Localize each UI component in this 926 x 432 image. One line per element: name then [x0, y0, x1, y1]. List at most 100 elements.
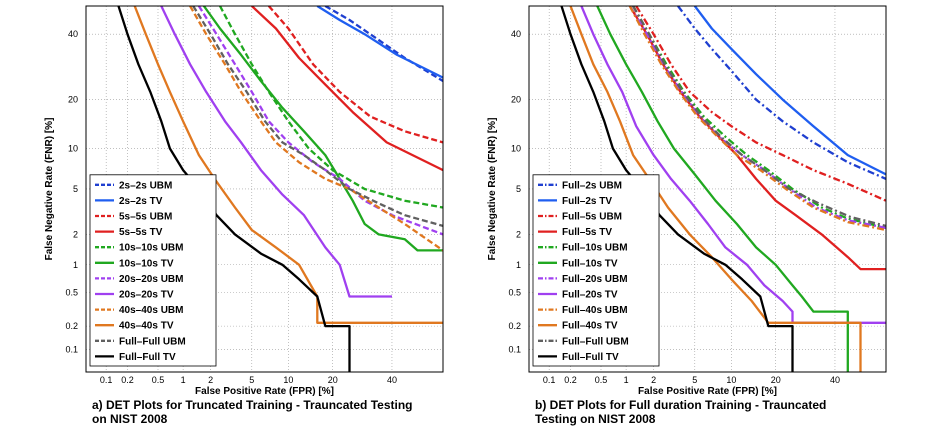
x-tick-label: 0.2	[121, 375, 134, 385]
series-line	[251, 6, 443, 172]
series-line	[192, 6, 443, 228]
legend-box	[89, 174, 217, 367]
series-line	[596, 6, 849, 372]
series-line	[218, 6, 443, 209]
right-caption: b) DET Plots for Full duration Training …	[535, 398, 895, 426]
y-tick-label: 20	[511, 95, 521, 105]
y-axis-label: False Negative Rate (FNR) [%]	[487, 118, 498, 261]
legend-label: 40s–40s TV	[119, 321, 174, 332]
series-line	[693, 6, 886, 176]
x-tick-label: 20	[771, 375, 781, 385]
x-tick-label: 1	[624, 375, 629, 385]
series-line	[160, 6, 392, 298]
x-tick-label: 2	[651, 375, 656, 385]
legend-label: Full–2s TV	[562, 196, 612, 207]
legend-label: Full–40s UBM	[562, 305, 628, 316]
y-tick-label: 0.1	[65, 345, 78, 355]
x-tick-label: 1	[181, 375, 186, 385]
y-tick-label: 0.5	[65, 288, 78, 298]
x-tick-label: 5	[249, 375, 254, 385]
legend-label: Full–2s UBM	[562, 180, 622, 191]
x-tick-label: 20	[328, 375, 338, 385]
left-caption-line1: a) DET Plots for Truncated Training - Tr…	[92, 398, 413, 412]
legend-label: Full–5s UBM	[562, 212, 622, 223]
legend: Full–2s UBM Full–2s TV Full–5s UBM Full–5s …	[532, 174, 660, 367]
legend-label: 2s–2s UBM	[119, 180, 172, 191]
x-tick-label: 0.1	[100, 375, 113, 385]
series-line	[133, 6, 443, 324]
y-tick-label: 10	[68, 144, 78, 154]
right-det-plot: 0.1 0.2 0.5 1 2 5 10 20 40 0.1 0.2 0.5 1 2 5 10 20 40 Fals…	[487, 5, 887, 397]
x-tick-label: 10	[283, 375, 293, 385]
legend-label: 10s–10s UBM	[119, 243, 183, 254]
legend-label: 5s–5s UBM	[119, 212, 172, 223]
legend-box	[532, 174, 660, 367]
legend: 2s–2s UBM 2s–2s TV 5s–5s UBM 5s–5s TV 10s–10…	[89, 174, 217, 367]
y-tick-label: 0.2	[65, 321, 78, 331]
legend-label: Full–10s UBM	[562, 243, 628, 254]
y-tick-label: 40	[511, 29, 521, 39]
series-line	[632, 6, 886, 228]
right-caption-line2: Testing on NIST 2008	[535, 412, 656, 426]
y-tick-label: 1	[73, 260, 78, 270]
plot-frame	[528, 5, 887, 373]
x-tick-label: 2	[208, 375, 213, 385]
plot-frame	[85, 5, 444, 373]
series-line	[628, 6, 886, 271]
x-tick-label: 0.5	[595, 375, 608, 385]
series-line	[189, 6, 443, 252]
legend-label: 20s–20s UBM	[119, 274, 183, 285]
legend-label: Full–20s TV	[562, 290, 618, 301]
y-tick-label: 10	[511, 144, 521, 154]
left-det-plot: 0.1 0.2 0.5 1 2 5 10 20 40 0.1 0.2 0.5 1 2 5 10 20 40 Fals…	[44, 5, 444, 397]
y-tick-label: 1	[516, 260, 521, 270]
x-tick-label: 40	[830, 375, 840, 385]
y-tick-label: 2	[516, 229, 521, 239]
series-line	[677, 6, 886, 180]
series-line	[632, 6, 886, 230]
legend-label: 20s–20s TV	[119, 290, 174, 301]
y-axis-label: False Negative Rate (FNR) [%]	[44, 118, 55, 261]
x-tick-label: 0.2	[564, 375, 577, 385]
y-tick-label: 0.2	[508, 321, 521, 331]
legend-label: Full–5s TV	[562, 227, 612, 238]
x-tick-label: 0.5	[152, 375, 165, 385]
series-line	[117, 6, 351, 372]
series-line	[580, 6, 886, 324]
series-line	[635, 6, 886, 202]
legend-label: Full–Full TV	[562, 352, 619, 363]
left-caption: a) DET Plots for Truncated Training - Tr…	[92, 398, 452, 426]
y-tick-label: 0.5	[508, 288, 521, 298]
x-tick-label: 40	[387, 375, 397, 385]
legend-label: Full–40s TV	[562, 321, 618, 332]
x-axis-label: False Positive Rate (FPR) [%]	[638, 386, 777, 397]
y-tick-label: 2	[73, 229, 78, 239]
legend-label: 10s–10s TV	[119, 258, 174, 269]
legend-label: 5s–5s TV	[119, 227, 163, 238]
legend-label: Full–10s TV	[562, 258, 618, 269]
legend-label: 2s–2s TV	[119, 196, 163, 207]
series-line	[569, 6, 862, 372]
x-axis-label: False Positive Rate (FPR) [%]	[195, 386, 334, 397]
series-line	[628, 6, 886, 232]
series-line	[202, 6, 443, 252]
y-tick-label: 0.1	[508, 345, 521, 355]
y-tick-label: 5	[73, 184, 78, 194]
series-line	[628, 6, 886, 230]
right-caption-line1: b) DET Plots for Full duration Training …	[535, 398, 827, 412]
y-tick-label: 40	[68, 29, 78, 39]
legend-label: 40s–40s UBM	[119, 305, 183, 316]
series-line	[197, 6, 443, 236]
x-tick-label: 0.1	[543, 375, 556, 385]
y-tick-label: 20	[68, 95, 78, 105]
legend-label: Full–Full UBM	[119, 336, 186, 347]
series-line	[560, 6, 794, 372]
legend-label: Full–20s UBM	[562, 274, 628, 285]
legend-label: Full–Full TV	[119, 352, 176, 363]
x-tick-label: 5	[692, 375, 697, 385]
series-line	[267, 6, 443, 144]
y-tick-label: 5	[516, 184, 521, 194]
series-line	[316, 6, 443, 79]
x-tick-label: 10	[726, 375, 736, 385]
